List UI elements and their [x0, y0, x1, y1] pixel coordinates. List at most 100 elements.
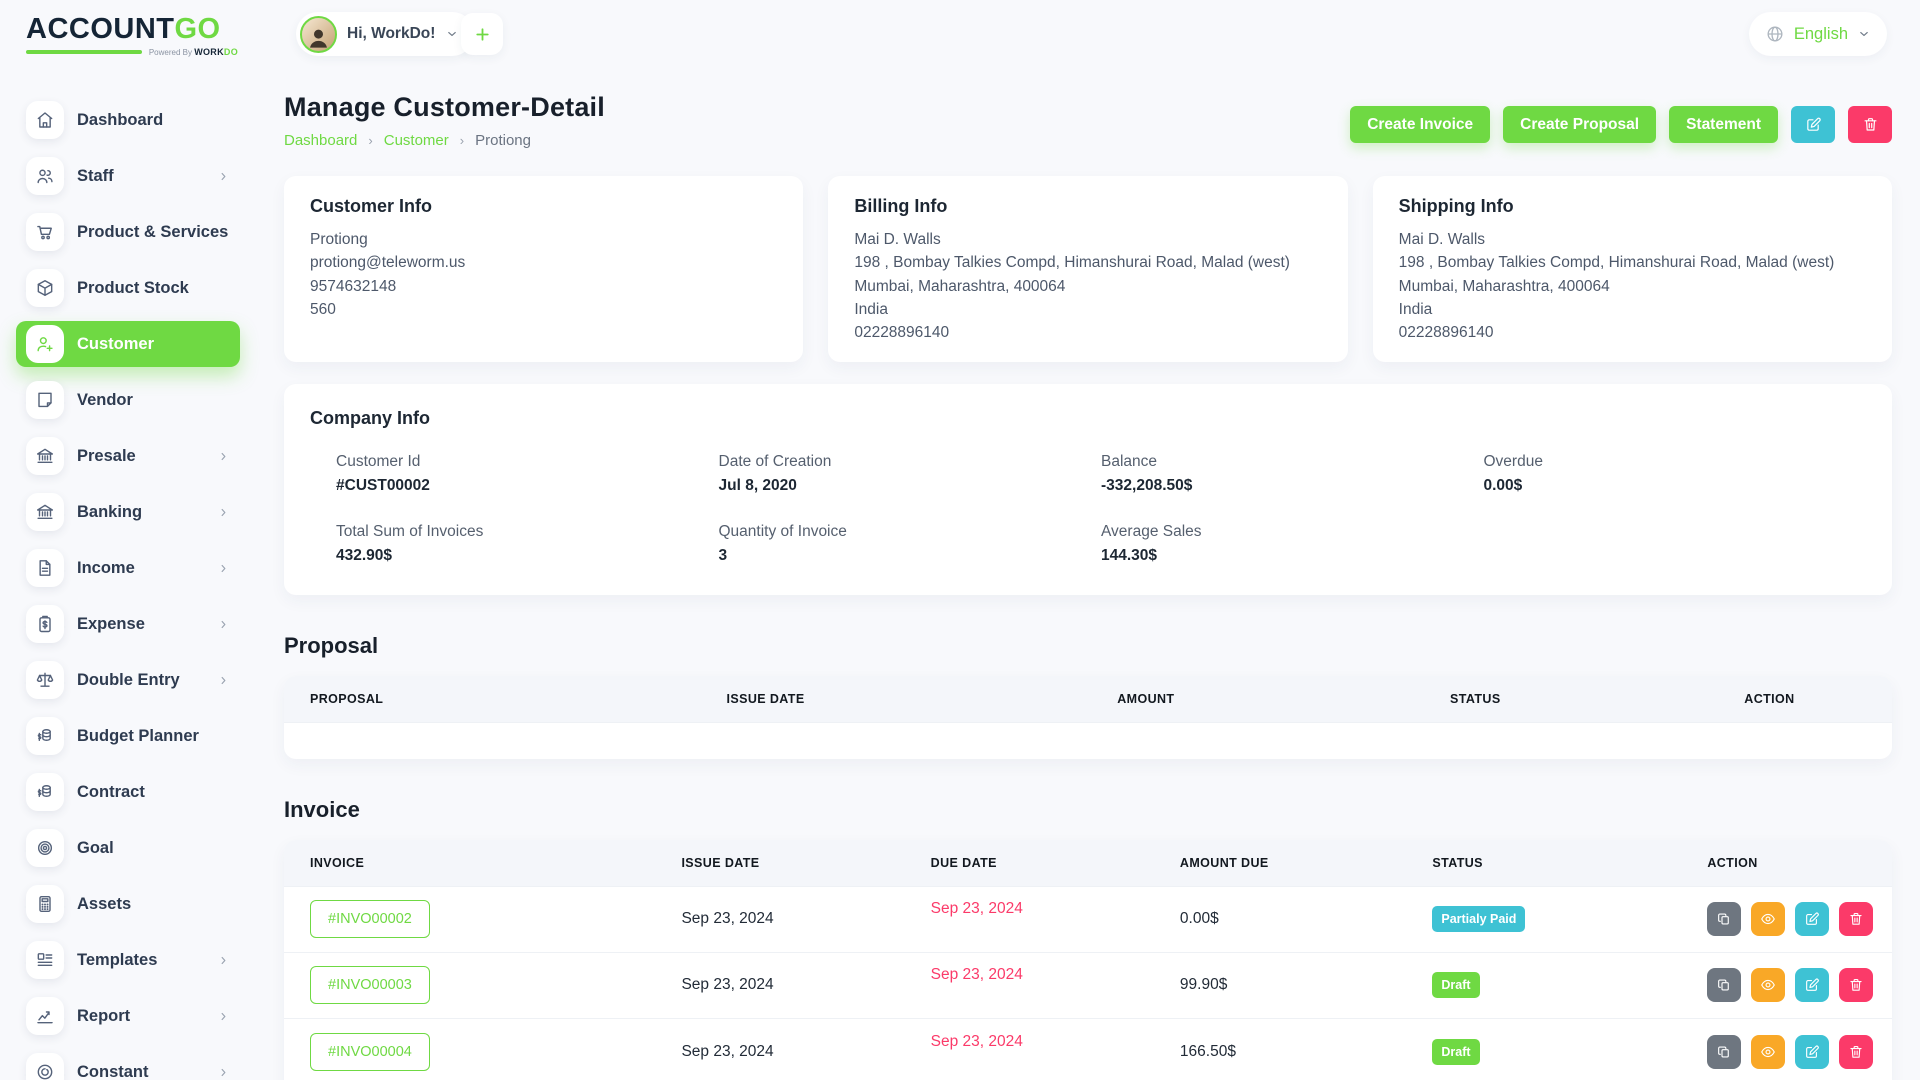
- create-invoice-button[interactable]: Create Invoice: [1350, 106, 1491, 143]
- info-line: 02228896140: [854, 324, 950, 341]
- copy-icon: [1716, 1044, 1732, 1060]
- chevron-right-icon: [217, 954, 230, 967]
- invoice-amount-due: 99.90$: [1153, 951, 1407, 1019]
- greeting-label: Hi, WorkDo!: [347, 25, 436, 42]
- chevron-right-icon: [217, 618, 230, 631]
- shipping-info-title: Shipping Info: [1398, 196, 1514, 216]
- logo-underline: [26, 50, 142, 55]
- sidebar-item-staff[interactable]: Staff: [0, 148, 280, 204]
- stat-overdue: Overdue 0.00$: [1483, 453, 1543, 495]
- sidebar-item-product-stock[interactable]: Product Stock: [0, 260, 280, 316]
- invoice-actions: [1707, 902, 1884, 937]
- brand-logo[interactable]: ACCOUNTGO Powered By WORKDO: [26, 14, 238, 57]
- sidebar-item-contract[interactable]: Contract: [0, 764, 280, 820]
- coins-icon: [26, 717, 64, 755]
- info-line: Mumbai, Maharashtra, 400064: [854, 277, 1066, 295]
- edit-invoice-button[interactable]: [1795, 1034, 1830, 1069]
- sidebar-item-assets[interactable]: Assets: [0, 876, 280, 932]
- info-cards: Customer Info Protiong protiong@teleworm.…: [284, 176, 1892, 363]
- delete-invoice-button[interactable]: [1839, 902, 1874, 937]
- sidebar-item-budget-planner[interactable]: Budget Planner: [0, 708, 280, 764]
- view-invoice-button[interactable]: [1751, 902, 1786, 937]
- invoice-number-link[interactable]: #INVO00002: [310, 900, 430, 939]
- proposal-col-status: STATUS: [1424, 676, 1719, 723]
- duplicate-invoice-button[interactable]: [1707, 1034, 1742, 1069]
- company-stats: Customer Id #CUST00002 Date of Creation …: [310, 453, 1866, 565]
- sidebar-item-templates[interactable]: Templates: [0, 932, 280, 988]
- edit-customer-button[interactable]: [1791, 106, 1835, 143]
- language-selector[interactable]: English: [1748, 12, 1887, 56]
- company-info-card: Company Info Customer Id #CUST00002 Date…: [284, 384, 1892, 596]
- trash-icon: [1848, 977, 1864, 993]
- sidebar-item-customer[interactable]: Customer: [0, 316, 280, 372]
- pencil-icon: [1805, 116, 1822, 133]
- invoice-amount-due: 0.00$: [1153, 885, 1407, 953]
- view-invoice-button[interactable]: [1751, 1034, 1786, 1069]
- proposal-col-issue-date: ISSUE DATE: [700, 676, 1092, 723]
- quick-add-button[interactable]: [461, 13, 503, 55]
- copy-icon: [1716, 977, 1732, 993]
- status-badge: Partialy Paid: [1432, 906, 1526, 933]
- page-actions: Create Invoice Create Proposal Statement: [1350, 106, 1892, 143]
- billing-info-title: Billing Info: [854, 196, 948, 216]
- invoice-actions: [1707, 1034, 1884, 1069]
- trash-icon: [1848, 911, 1864, 927]
- proposal-col-action: ACTION: [1718, 676, 1892, 723]
- edit-invoice-button[interactable]: [1795, 902, 1830, 937]
- breadcrumb-customer[interactable]: Customer: [383, 132, 449, 149]
- delete-invoice-button[interactable]: [1839, 968, 1874, 1003]
- delete-customer-button[interactable]: [1848, 106, 1892, 143]
- statement-button[interactable]: Statement: [1669, 106, 1778, 143]
- shipping-info-card: Shipping Info Mai D. Walls 198 , Bombay T…: [1372, 176, 1892, 363]
- delete-invoice-button[interactable]: [1839, 1034, 1874, 1069]
- chevron-right-icon: [217, 506, 230, 519]
- create-proposal-button[interactable]: Create Proposal: [1503, 106, 1657, 143]
- chevron-right-icon: [217, 562, 230, 575]
- sidebar-item-income[interactable]: Income: [0, 540, 280, 596]
- breadcrumb-protiong: Protiong: [475, 132, 531, 149]
- duplicate-invoice-button[interactable]: [1707, 968, 1742, 1003]
- sidebar-item-goal[interactable]: Goal: [0, 820, 280, 876]
- sidebar-item-double-entry[interactable]: Double Entry: [0, 652, 280, 708]
- page-title: Manage Customer-Detail: [284, 92, 605, 122]
- proposal-col-amount: AMOUNT: [1091, 676, 1425, 723]
- sidebar-item-vendor[interactable]: Vendor: [0, 372, 280, 428]
- invoice-due-date: Sep 23, 2024: [930, 1032, 1023, 1050]
- stat-date-of-creation: Date of Creation Jul 8, 2020: [718, 453, 832, 495]
- invoice-heading: Invoice: [284, 796, 360, 822]
- sidebar-item-report[interactable]: Report: [0, 988, 280, 1044]
- info-line: protiong@teleworm.us: [310, 254, 466, 272]
- info-line: India: [854, 300, 888, 318]
- edit-invoice-button[interactable]: [1795, 968, 1830, 1003]
- duplicate-invoice-button[interactable]: [1707, 902, 1742, 937]
- sidebar-item-expense[interactable]: Expense: [0, 596, 280, 652]
- sidebar-item-presale[interactable]: Presale: [0, 428, 280, 484]
- invoice-col-invoice: INVOICE: [284, 839, 656, 887]
- box-icon: [26, 269, 64, 307]
- sidebar-item-constant[interactable]: Constant: [0, 1044, 280, 1080]
- pencil-icon: [1804, 911, 1820, 927]
- user-plus-icon: [26, 325, 64, 363]
- breadcrumb-dashboard[interactable]: Dashboard: [284, 132, 358, 149]
- sidebar-item-dashboard[interactable]: Dashboard: [0, 92, 280, 148]
- trash-icon: [1862, 116, 1879, 133]
- stat-balance: Balance -332,208.50$: [1101, 453, 1193, 495]
- user-menu[interactable]: Hi, WorkDo!: [296, 12, 475, 56]
- invoice-due-date: Sep 23, 2024: [930, 966, 1023, 984]
- invoice-issue-date: Sep 23, 2024: [655, 885, 905, 953]
- breadcrumb: Dashboard › Customer › Protiong: [284, 132, 605, 149]
- chart-icon: [26, 997, 64, 1035]
- proposal-heading: Proposal: [284, 633, 379, 659]
- view-invoice-button[interactable]: [1751, 968, 1786, 1003]
- sidebar-item-product-services[interactable]: Product & Services: [0, 204, 280, 260]
- status-badge: Draft: [1432, 1038, 1480, 1065]
- info-line: India: [1398, 300, 1433, 318]
- layout-icon: [26, 941, 64, 979]
- info-line: Mai D. Walls: [1398, 231, 1486, 248]
- eye-icon: [1760, 911, 1776, 927]
- invoice-number-link[interactable]: #INVO00004: [310, 1032, 430, 1071]
- clipboard-dollar-icon: [26, 605, 64, 643]
- invoice-number-link[interactable]: #INVO00003: [310, 966, 430, 1005]
- sidebar-item-banking[interactable]: Banking: [0, 484, 280, 540]
- invoice-amount-due: 166.50$: [1153, 1017, 1407, 1080]
